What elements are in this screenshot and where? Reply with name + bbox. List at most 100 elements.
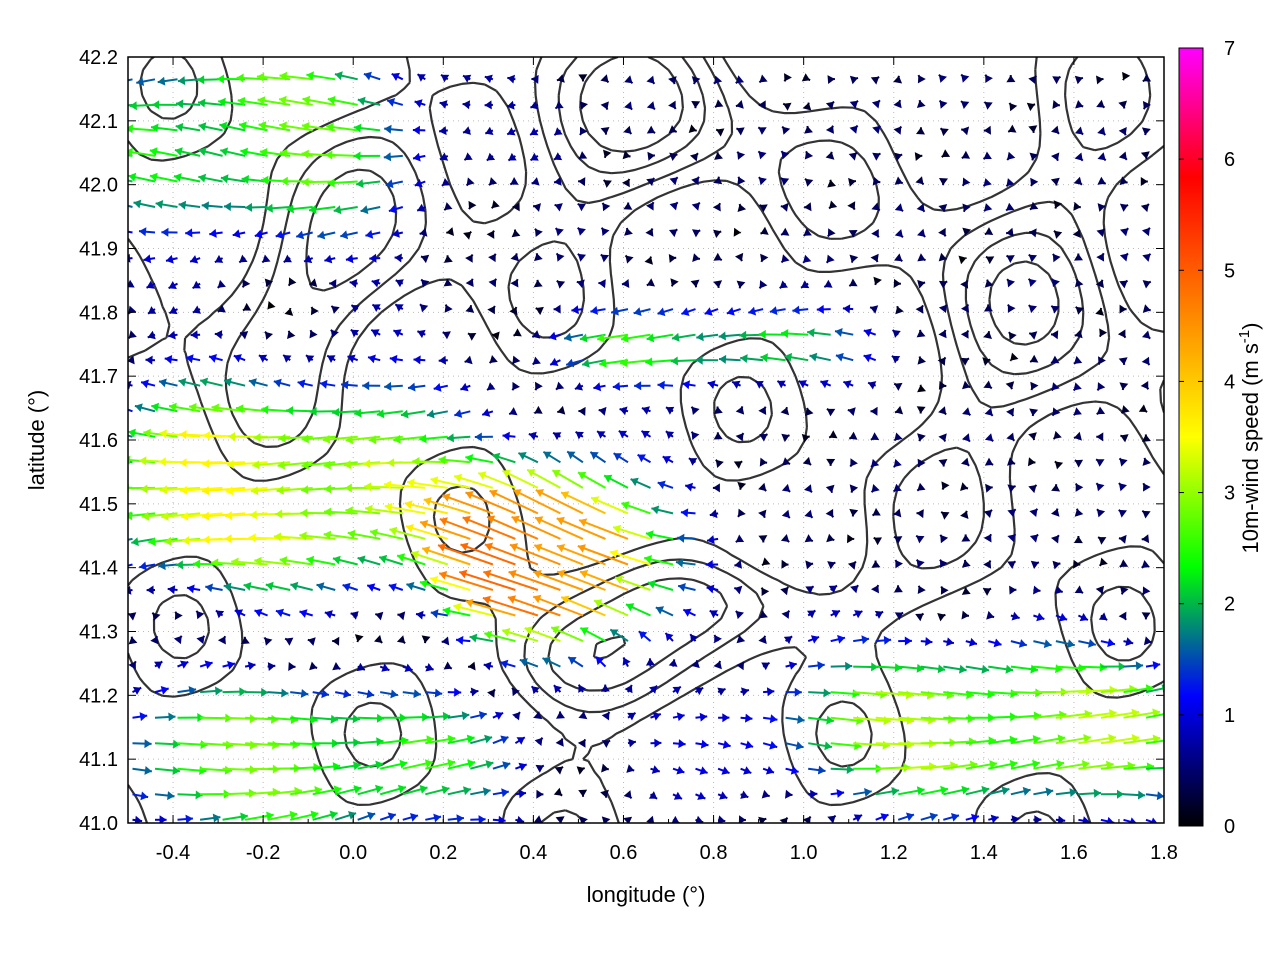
wind-arrowhead [678, 583, 686, 592]
wind-arrowhead [1120, 586, 1129, 595]
wind-arrowhead [554, 766, 563, 775]
wind-arrowhead [848, 230, 858, 238]
wind-arrowhead [443, 255, 453, 263]
wind-arrowhead [1051, 382, 1060, 391]
wind-arrowhead [363, 459, 371, 469]
wind-arrowhead [895, 405, 904, 415]
wind-arrowhead [128, 612, 137, 621]
wind-arrowhead [465, 278, 474, 287]
wind-arrowhead [507, 74, 515, 84]
wind-arrowhead [482, 595, 491, 605]
y-tick-label: 41.9 [79, 239, 118, 261]
wind-arrowhead [441, 636, 450, 646]
wind-arrowhead [215, 610, 225, 619]
wind-arrowhead [804, 202, 812, 212]
wind-vector [458, 570, 516, 591]
wind-arrowhead [624, 685, 633, 694]
wind-arrowhead [275, 509, 283, 519]
wind-arrowhead [1138, 404, 1148, 412]
wind-arrowhead [345, 506, 353, 516]
wind-arrowhead [502, 431, 510, 441]
wind-arrowhead [962, 177, 971, 186]
wind-arrowhead [634, 381, 642, 391]
wind-arrowhead [894, 382, 903, 391]
wind-arrowhead [249, 510, 257, 520]
wind-arrowhead [941, 149, 951, 157]
wind-arrowhead [463, 126, 471, 135]
wind-arrowhead [566, 358, 575, 368]
wind-arrowhead [758, 127, 767, 135]
wind-arrowhead [611, 306, 619, 316]
wind-arrowhead [578, 406, 586, 416]
wind-arrowhead [217, 636, 226, 645]
wind-arrowhead [139, 456, 147, 466]
wind-arrowhead [962, 227, 972, 236]
y-tick-label: 41.5 [79, 494, 118, 516]
wind-arrowhead [375, 760, 384, 770]
wind-arrowhead [342, 582, 351, 592]
wind-arrowhead [324, 610, 333, 619]
wind-arrowhead [738, 508, 746, 517]
wind-arrowhead [652, 712, 661, 721]
wind-arrowhead [214, 254, 224, 263]
wind-arrowhead [1050, 177, 1060, 186]
wind-arrowhead [872, 125, 881, 134]
wind-arrowhead [983, 125, 991, 135]
wind-arrowhead [989, 760, 997, 769]
wind-arrowhead [220, 174, 229, 184]
wind-arrowhead [502, 628, 511, 637]
wind-arrowhead [233, 354, 242, 363]
wind-arrowhead [657, 380, 665, 390]
wind-arrowhead [134, 403, 143, 412]
x-tick-label: 1.8 [1150, 842, 1178, 864]
wind-arrowhead [600, 127, 610, 135]
wind-arrowhead [868, 381, 877, 390]
wind-arrowhead [623, 790, 632, 799]
wind-arrowhead [871, 100, 880, 109]
wind-arrowhead [938, 280, 948, 289]
wind-arrowhead [266, 811, 274, 821]
wind-arrowhead [279, 95, 287, 105]
wind-arrowhead [172, 766, 180, 775]
wind-arrowhead [530, 152, 539, 161]
wind-arrowhead [1118, 151, 1127, 160]
wind-arrowhead [485, 760, 494, 769]
wind-arrowhead [1097, 152, 1106, 161]
wind-arrowhead [670, 278, 679, 287]
wind-arrowhead [621, 501, 630, 510]
wind-arrowhead [405, 524, 414, 533]
wind-arrowhead [463, 786, 471, 796]
wind-arrowhead [804, 126, 813, 134]
wind-arrowhead [277, 460, 285, 470]
wind-arrowhead [426, 409, 435, 419]
wind-arrowhead [575, 431, 584, 440]
colorbar-title-end: ) [1238, 323, 1263, 330]
wind-arrowhead [128, 147, 133, 157]
wind-vector [486, 515, 539, 540]
wind-arrowhead [1097, 509, 1106, 518]
wind-arrowhead [211, 558, 219, 568]
wind-arrowhead [941, 481, 950, 490]
wind-arrowhead [738, 815, 746, 823]
wind-arrowhead [984, 203, 993, 212]
wind-arrowhead [825, 508, 834, 518]
wind-arrowhead [384, 480, 392, 490]
wind-arrowhead [173, 635, 182, 645]
wind-arrowhead [159, 815, 167, 823]
wind-arrowhead [733, 227, 741, 237]
wind-arrowhead [1028, 432, 1037, 440]
wind-arrowhead [178, 377, 187, 387]
wind-arrowhead [1142, 586, 1151, 595]
wind-arrowhead [622, 150, 631, 160]
colorbar-title: 10m-wind speed (m s-1) [1236, 323, 1263, 554]
wind-vector [507, 596, 561, 617]
wind-arrowhead [788, 661, 797, 670]
wind-arrowhead [580, 126, 588, 135]
wind-arrowhead [109, 102, 116, 111]
wind-arrowhead [161, 227, 169, 237]
wind-arrowhead [395, 304, 404, 312]
wind-arrowhead [803, 228, 812, 236]
wind-arrowhead [1095, 308, 1104, 316]
wind-arrowhead [173, 739, 181, 749]
wind-arrowhead [780, 177, 790, 186]
